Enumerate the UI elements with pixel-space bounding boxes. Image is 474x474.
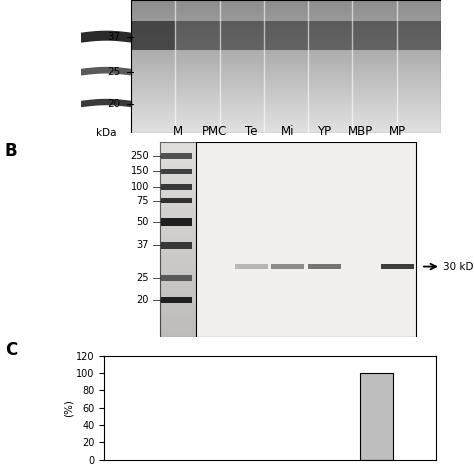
Text: 150: 150 xyxy=(130,166,149,176)
Text: 30 kDa: 30 kDa xyxy=(443,262,474,272)
Text: 100: 100 xyxy=(131,182,149,192)
Bar xyxy=(308,264,341,269)
Text: 25: 25 xyxy=(137,273,149,283)
Bar xyxy=(161,297,191,302)
Bar xyxy=(161,218,191,226)
Text: 250: 250 xyxy=(130,151,149,161)
Text: YP: YP xyxy=(317,125,331,138)
Text: Te: Te xyxy=(245,125,257,138)
Text: PMC: PMC xyxy=(202,125,228,138)
Text: MBP: MBP xyxy=(348,125,374,138)
Bar xyxy=(161,242,191,248)
Bar xyxy=(235,264,268,269)
Text: 37: 37 xyxy=(107,32,120,42)
Text: 20: 20 xyxy=(137,295,149,305)
Bar xyxy=(161,169,191,174)
Text: M: M xyxy=(173,125,183,138)
Bar xyxy=(131,0,441,133)
Bar xyxy=(360,373,393,460)
Bar xyxy=(352,21,397,50)
Text: Mi: Mi xyxy=(281,125,294,138)
Text: 25: 25 xyxy=(107,67,120,77)
Bar xyxy=(175,21,219,50)
Bar xyxy=(308,21,352,50)
Bar xyxy=(219,21,264,50)
Text: MP: MP xyxy=(389,125,406,138)
Bar xyxy=(131,21,175,50)
Bar xyxy=(264,21,308,50)
Text: 50: 50 xyxy=(137,217,149,227)
Bar xyxy=(161,275,191,281)
Bar xyxy=(161,153,191,159)
Bar xyxy=(160,142,416,337)
Text: 20: 20 xyxy=(107,99,120,109)
Text: kDa: kDa xyxy=(96,128,116,138)
Bar xyxy=(381,264,414,269)
Bar xyxy=(161,198,191,203)
Bar xyxy=(161,184,191,190)
Text: B: B xyxy=(5,142,18,160)
Text: C: C xyxy=(5,5,17,23)
Y-axis label: (%): (%) xyxy=(64,399,73,417)
Text: 37: 37 xyxy=(137,240,149,250)
Bar xyxy=(397,21,441,50)
Bar xyxy=(271,264,304,269)
Text: 75: 75 xyxy=(137,195,149,206)
Text: C: C xyxy=(5,341,17,359)
